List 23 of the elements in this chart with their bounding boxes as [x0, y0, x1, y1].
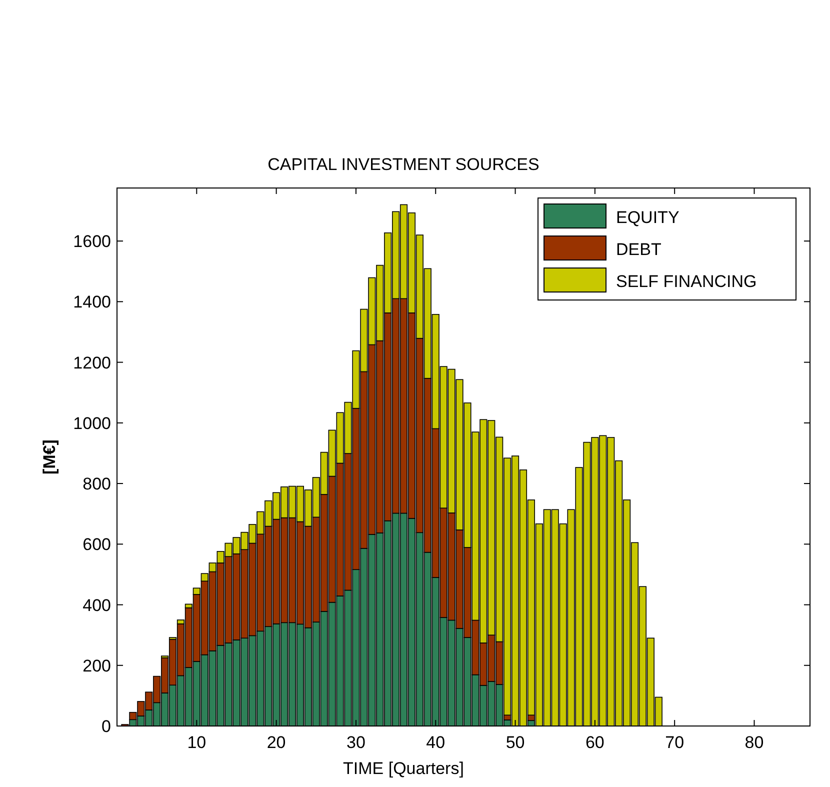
y-tick-label: 0	[102, 717, 111, 736]
y-tick-label: 1600	[73, 232, 111, 252]
y-tick-label: 1200	[73, 353, 111, 372]
x-tick-label: 30	[346, 733, 366, 752]
y-axis-title: [M€]	[40, 440, 59, 474]
y-tick-label: 400	[82, 596, 111, 615]
x-tick-label: 70	[665, 733, 684, 752]
x-tick-label: 80	[744, 733, 764, 752]
x-axis-title: TIME [Quarters]	[343, 759, 464, 778]
y-tick-label: 800	[82, 474, 111, 494]
y-tick-label: 600	[82, 535, 111, 554]
x-tick-label: 10	[187, 733, 206, 752]
legend-label: EQUITY	[616, 208, 680, 227]
legend-label: SELF FINANCING	[616, 272, 757, 291]
y-tick-label: 200	[82, 656, 111, 676]
x-tick-label: 20	[266, 733, 286, 752]
y-tick-label: 1400	[73, 292, 111, 312]
y-tick-label: 1000	[73, 414, 111, 433]
x-tick-label: 60	[585, 733, 604, 752]
x-tick-label: 50	[506, 733, 525, 752]
x-tick-label: 40	[426, 733, 446, 752]
chart-title: CAPITAL INVESTMENT SOURCES	[268, 155, 540, 174]
legend-label: DEBT	[616, 240, 662, 259]
